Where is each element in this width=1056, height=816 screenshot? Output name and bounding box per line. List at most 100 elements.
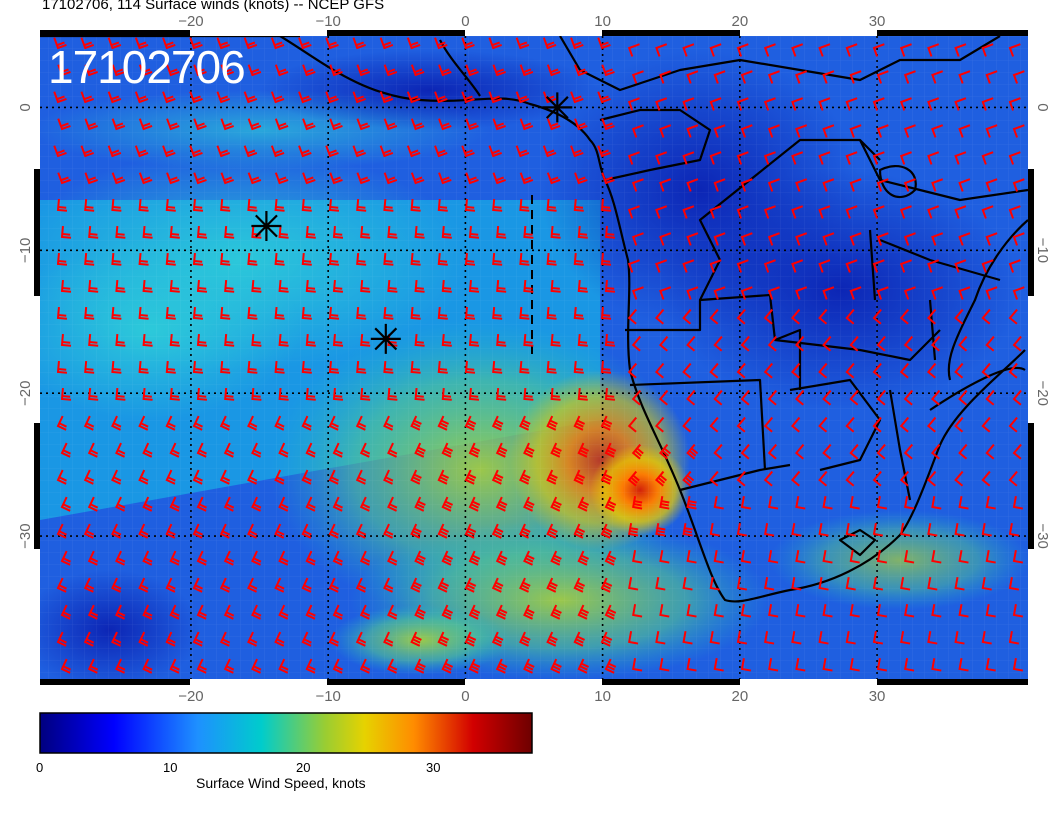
wind-barb xyxy=(794,389,805,406)
wind-barb xyxy=(1012,549,1024,564)
wind-barb xyxy=(220,306,231,320)
wind-barb xyxy=(981,630,992,645)
storm-marker xyxy=(370,323,401,354)
wind-barb xyxy=(736,470,746,487)
wind-barb xyxy=(659,178,672,192)
wind-barb xyxy=(220,252,231,266)
wind-barb xyxy=(546,252,557,266)
right-lat-label: −10 xyxy=(1034,238,1051,263)
wind-barb xyxy=(224,333,235,347)
wind-barb xyxy=(87,442,99,458)
wind-barb xyxy=(134,37,149,50)
wind-barb xyxy=(301,631,312,647)
wind-barb xyxy=(115,658,126,674)
wind-barb xyxy=(278,442,289,458)
wind-barb xyxy=(600,469,613,485)
wind-barb xyxy=(550,658,562,674)
wind-barb xyxy=(115,387,126,401)
wind-barb xyxy=(927,151,940,165)
wind-barb xyxy=(302,118,316,131)
wind-barb xyxy=(165,198,176,212)
wind-barb xyxy=(414,496,426,512)
wind-barb xyxy=(655,151,668,165)
wind-barb xyxy=(985,603,996,618)
wind-barb xyxy=(56,252,68,266)
wind-barb xyxy=(301,469,312,485)
wind-barb xyxy=(298,145,312,158)
wind-barb xyxy=(985,286,998,300)
wind-barb xyxy=(87,658,99,674)
wind-barb xyxy=(686,657,697,672)
right-lat-label: −30 xyxy=(1034,523,1051,548)
wind-barb xyxy=(767,178,780,192)
wind-barb xyxy=(845,362,855,379)
wind-barb xyxy=(352,91,366,104)
wind-barb xyxy=(192,198,204,212)
wind-barb xyxy=(795,549,806,564)
wind-barb xyxy=(519,523,531,539)
axis-tick-labels: −20 −20 −10 −10 0 0 10 10 20 20 30 30 0 0 −10 −10 −20 −20… xyxy=(17,13,1051,705)
wind-barb xyxy=(713,549,724,564)
wind-barb xyxy=(546,523,558,539)
wind-barb xyxy=(406,91,421,104)
wind-barb xyxy=(876,657,888,672)
wind-barb xyxy=(954,522,965,537)
wind-barb xyxy=(600,577,613,593)
wind-barb xyxy=(655,43,668,57)
wind-barb xyxy=(138,252,149,266)
wind-barb xyxy=(274,631,285,647)
wind-barb xyxy=(573,415,586,431)
bottom-lon-label: −20 xyxy=(178,688,203,705)
wind-barb xyxy=(192,415,203,431)
wind-barb xyxy=(360,387,371,401)
wind-barb xyxy=(981,205,994,219)
wind-barb xyxy=(496,279,507,293)
wind-barb xyxy=(795,286,808,300)
wind-barb xyxy=(464,360,476,374)
wind-barb xyxy=(111,252,122,266)
wind-barb xyxy=(767,286,780,300)
wind-barb xyxy=(247,631,258,647)
wind-barb xyxy=(251,604,262,620)
wind-barb xyxy=(709,259,722,273)
wind-barb xyxy=(278,279,289,293)
wind-barb xyxy=(795,495,806,510)
wind-barb xyxy=(930,443,941,460)
wind-barb xyxy=(56,469,67,485)
wind-barb xyxy=(111,631,122,647)
wind-barb xyxy=(682,205,695,219)
wind-barb xyxy=(332,550,343,566)
wind-barb xyxy=(818,97,831,111)
wind-barb xyxy=(301,306,312,320)
wind-barb xyxy=(492,252,503,266)
wind-barb xyxy=(954,416,964,433)
wind-barb xyxy=(196,225,208,239)
wind-barb xyxy=(274,252,285,266)
wind-barb xyxy=(930,335,941,352)
wind-barb xyxy=(134,91,149,104)
wind-barb xyxy=(627,308,638,325)
wind-barb xyxy=(958,124,971,138)
wind-barb xyxy=(736,522,748,537)
madagascar xyxy=(929,367,1026,411)
wind-barb xyxy=(763,416,774,433)
wind-barb xyxy=(628,576,639,591)
wind-barb xyxy=(328,631,339,647)
wind-barb xyxy=(631,286,644,300)
wind-barb xyxy=(220,360,231,374)
wind-barb xyxy=(441,225,452,239)
wind-barb xyxy=(301,577,312,593)
wind-barb xyxy=(410,577,422,593)
wind-barb xyxy=(523,496,535,512)
wind-barb xyxy=(383,631,394,647)
wind-barb xyxy=(115,496,126,512)
wind-barb xyxy=(985,657,996,672)
wind-barb xyxy=(142,550,153,566)
wind-barb xyxy=(414,658,426,674)
wind-barb xyxy=(1008,522,1020,537)
wind-barb xyxy=(356,172,370,185)
wind-barb xyxy=(437,306,448,320)
wind-barb xyxy=(845,259,858,273)
wind-barb xyxy=(604,442,617,458)
wind-barb xyxy=(274,172,289,185)
